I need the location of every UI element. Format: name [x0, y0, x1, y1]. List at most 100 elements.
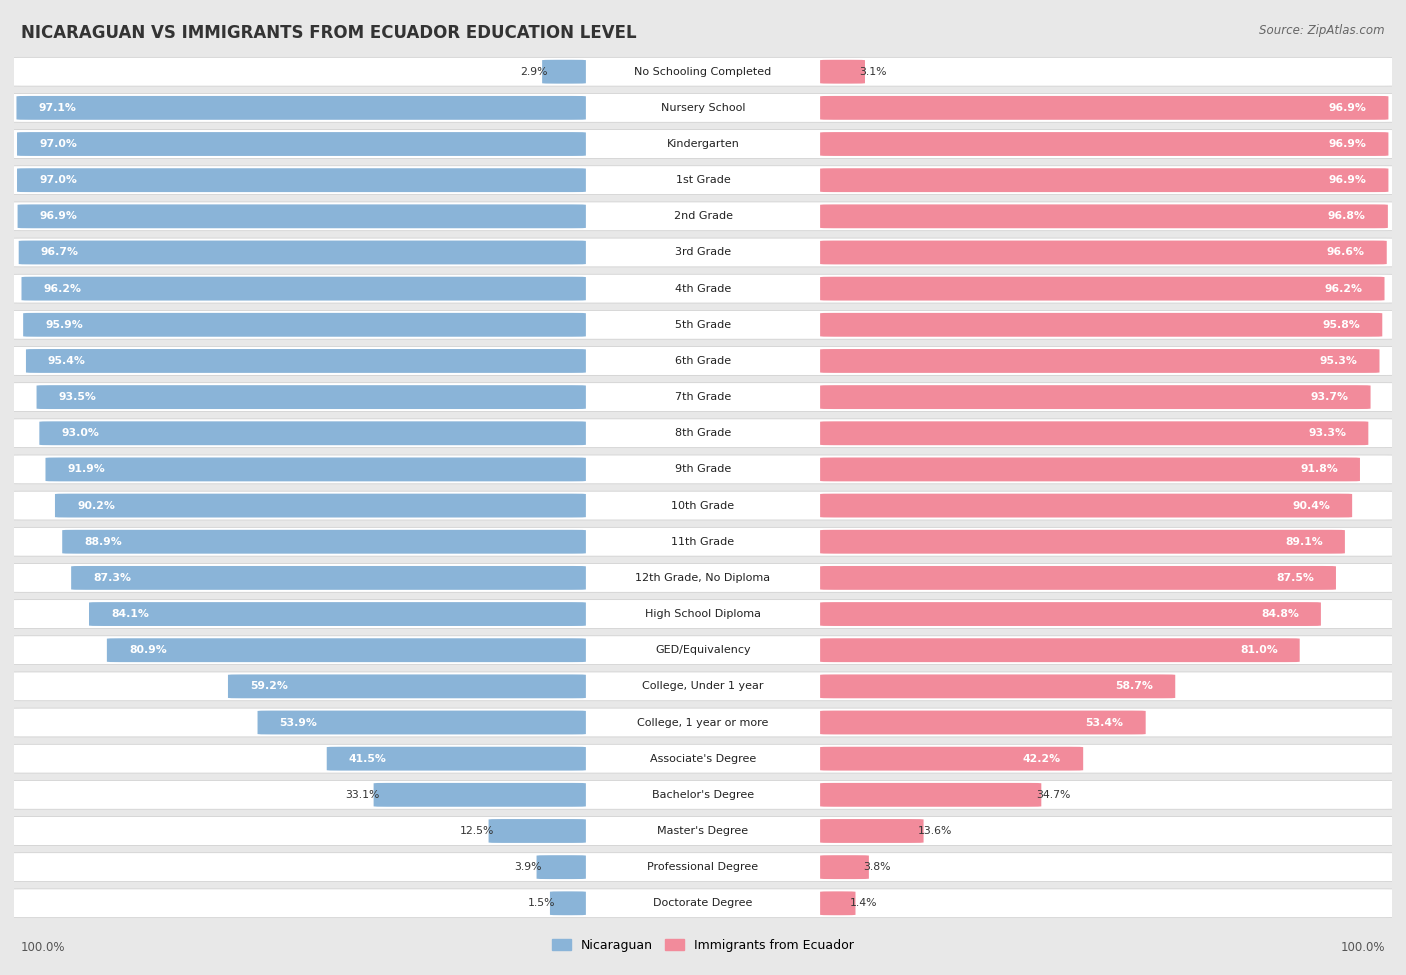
FancyBboxPatch shape: [537, 855, 586, 879]
FancyBboxPatch shape: [820, 277, 1385, 300]
Legend: Nicaraguan, Immigrants from Ecuador: Nicaraguan, Immigrants from Ecuador: [547, 934, 859, 957]
Text: 2nd Grade: 2nd Grade: [673, 212, 733, 221]
FancyBboxPatch shape: [10, 744, 1396, 773]
FancyBboxPatch shape: [72, 566, 586, 590]
FancyBboxPatch shape: [820, 313, 1382, 336]
FancyBboxPatch shape: [820, 421, 1368, 446]
FancyBboxPatch shape: [10, 455, 1396, 484]
FancyBboxPatch shape: [21, 277, 586, 300]
Text: 93.5%: 93.5%: [59, 392, 97, 402]
FancyBboxPatch shape: [543, 59, 586, 84]
FancyBboxPatch shape: [820, 711, 1146, 734]
FancyBboxPatch shape: [17, 132, 586, 156]
FancyBboxPatch shape: [10, 274, 1396, 303]
FancyBboxPatch shape: [820, 96, 1388, 120]
FancyBboxPatch shape: [820, 349, 1379, 372]
Text: 59.2%: 59.2%: [250, 682, 288, 691]
FancyBboxPatch shape: [820, 891, 855, 916]
Text: 41.5%: 41.5%: [349, 754, 387, 763]
FancyBboxPatch shape: [10, 238, 1396, 267]
FancyBboxPatch shape: [10, 346, 1396, 375]
Text: 6th Grade: 6th Grade: [675, 356, 731, 366]
Text: 7th Grade: 7th Grade: [675, 392, 731, 402]
FancyBboxPatch shape: [820, 747, 1083, 770]
FancyBboxPatch shape: [820, 639, 1299, 662]
FancyBboxPatch shape: [820, 529, 1346, 554]
FancyBboxPatch shape: [62, 529, 586, 554]
Text: 34.7%: 34.7%: [1036, 790, 1070, 799]
FancyBboxPatch shape: [10, 564, 1396, 592]
Text: 97.1%: 97.1%: [38, 102, 76, 113]
Text: 81.0%: 81.0%: [1240, 645, 1278, 655]
FancyBboxPatch shape: [18, 241, 586, 264]
Text: 100.0%: 100.0%: [1340, 941, 1385, 954]
FancyBboxPatch shape: [820, 241, 1386, 264]
Text: 96.6%: 96.6%: [1327, 248, 1365, 257]
Text: 33.1%: 33.1%: [344, 790, 380, 799]
Text: College, Under 1 year: College, Under 1 year: [643, 682, 763, 691]
Text: 4th Grade: 4th Grade: [675, 284, 731, 293]
Text: NICARAGUAN VS IMMIGRANTS FROM ECUADOR EDUCATION LEVEL: NICARAGUAN VS IMMIGRANTS FROM ECUADOR ED…: [21, 24, 637, 42]
FancyBboxPatch shape: [25, 349, 586, 372]
Text: 53.4%: 53.4%: [1085, 718, 1123, 727]
Text: No Schooling Completed: No Schooling Completed: [634, 66, 772, 77]
FancyBboxPatch shape: [820, 59, 865, 84]
Text: 95.4%: 95.4%: [48, 356, 86, 366]
FancyBboxPatch shape: [107, 639, 586, 662]
FancyBboxPatch shape: [39, 421, 586, 446]
Text: Professional Degree: Professional Degree: [647, 862, 759, 873]
Text: 13.6%: 13.6%: [918, 826, 952, 836]
FancyBboxPatch shape: [374, 783, 586, 806]
Text: 96.2%: 96.2%: [44, 284, 82, 293]
Text: 97.0%: 97.0%: [39, 176, 77, 185]
FancyBboxPatch shape: [820, 855, 869, 879]
Text: 3.8%: 3.8%: [863, 862, 891, 873]
FancyBboxPatch shape: [550, 891, 586, 916]
FancyBboxPatch shape: [55, 493, 586, 518]
Text: 96.9%: 96.9%: [1329, 176, 1367, 185]
Text: 3rd Grade: 3rd Grade: [675, 248, 731, 257]
Text: 100.0%: 100.0%: [21, 941, 66, 954]
Text: 3.9%: 3.9%: [515, 862, 543, 873]
FancyBboxPatch shape: [10, 817, 1396, 845]
Text: 96.9%: 96.9%: [1329, 139, 1367, 149]
Text: Doctorate Degree: Doctorate Degree: [654, 898, 752, 909]
FancyBboxPatch shape: [820, 132, 1388, 156]
FancyBboxPatch shape: [10, 202, 1396, 231]
FancyBboxPatch shape: [820, 457, 1360, 482]
Text: 53.9%: 53.9%: [280, 718, 318, 727]
FancyBboxPatch shape: [10, 527, 1396, 556]
Text: 96.7%: 96.7%: [41, 248, 79, 257]
Text: GED/Equivalency: GED/Equivalency: [655, 645, 751, 655]
FancyBboxPatch shape: [10, 889, 1396, 917]
FancyBboxPatch shape: [10, 853, 1396, 881]
Text: 95.9%: 95.9%: [45, 320, 83, 330]
Text: 8th Grade: 8th Grade: [675, 428, 731, 439]
FancyBboxPatch shape: [10, 166, 1396, 195]
FancyBboxPatch shape: [10, 780, 1396, 809]
Text: 93.3%: 93.3%: [1309, 428, 1347, 439]
FancyBboxPatch shape: [820, 205, 1388, 228]
FancyBboxPatch shape: [820, 169, 1388, 192]
FancyBboxPatch shape: [10, 58, 1396, 86]
FancyBboxPatch shape: [820, 385, 1371, 409]
Text: 96.9%: 96.9%: [1329, 102, 1367, 113]
Text: 91.8%: 91.8%: [1301, 464, 1339, 475]
FancyBboxPatch shape: [228, 675, 586, 698]
FancyBboxPatch shape: [10, 383, 1396, 411]
FancyBboxPatch shape: [820, 819, 924, 843]
FancyBboxPatch shape: [10, 130, 1396, 158]
FancyBboxPatch shape: [17, 96, 586, 120]
Text: 89.1%: 89.1%: [1285, 536, 1323, 547]
Text: 12.5%: 12.5%: [460, 826, 494, 836]
Text: 1.5%: 1.5%: [529, 898, 555, 909]
FancyBboxPatch shape: [820, 675, 1175, 698]
Text: 2.9%: 2.9%: [520, 66, 548, 77]
FancyBboxPatch shape: [10, 600, 1396, 629]
Text: College, 1 year or more: College, 1 year or more: [637, 718, 769, 727]
Text: 80.9%: 80.9%: [129, 645, 167, 655]
FancyBboxPatch shape: [10, 419, 1396, 448]
FancyBboxPatch shape: [37, 385, 586, 409]
Text: 1st Grade: 1st Grade: [676, 176, 730, 185]
Text: 97.0%: 97.0%: [39, 139, 77, 149]
